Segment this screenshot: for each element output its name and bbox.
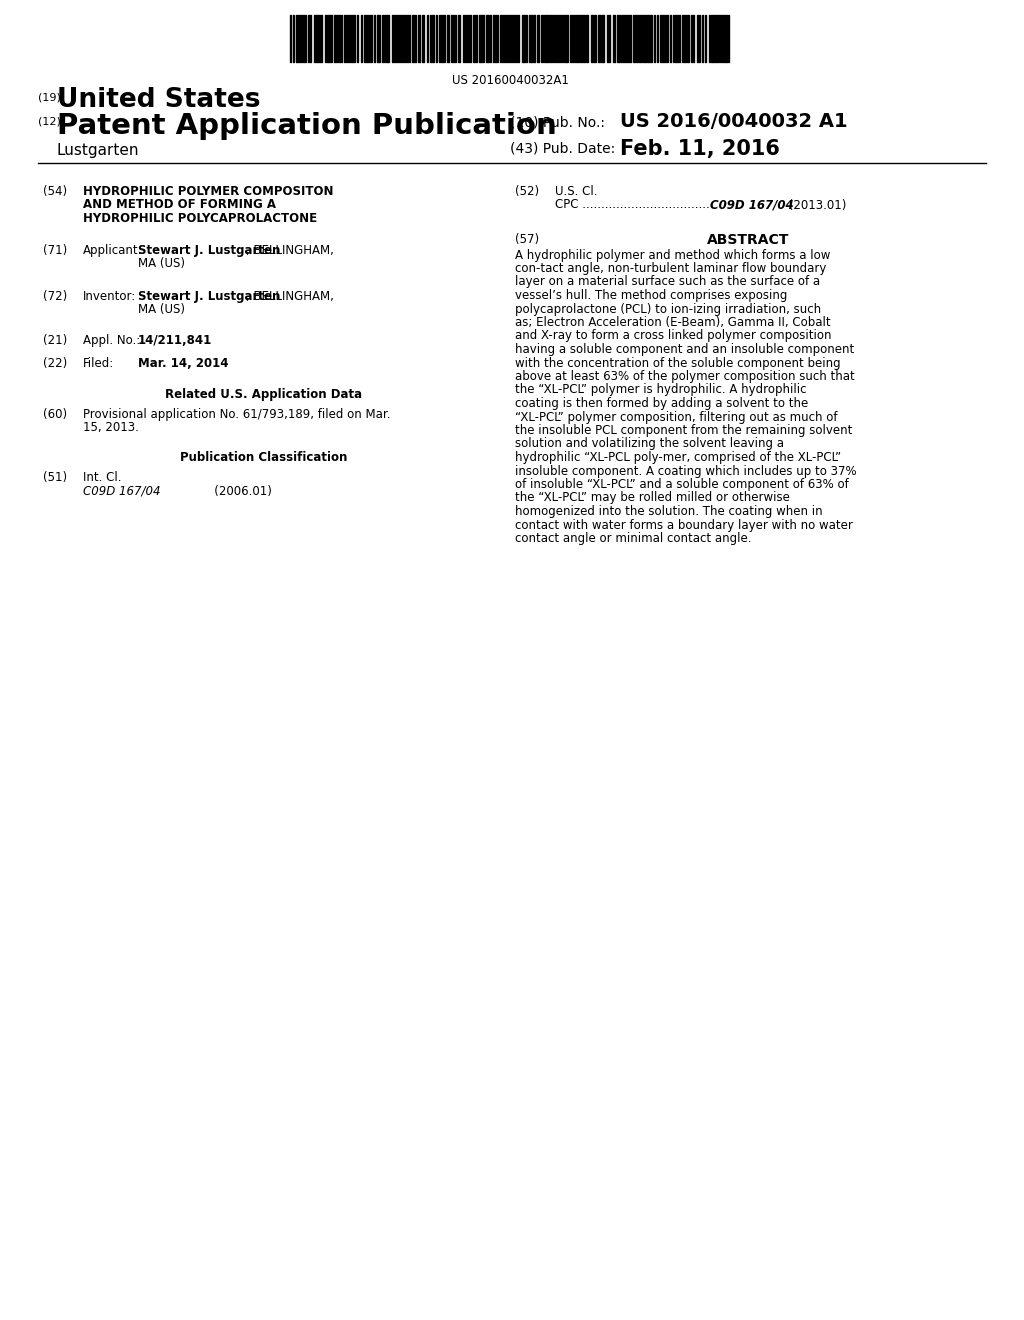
Text: Int. Cl.: Int. Cl. <box>83 471 122 484</box>
Text: Stewart J. Lustgarten: Stewart J. Lustgarten <box>138 290 281 304</box>
Text: and X-ray to form a cross linked polymer composition: and X-ray to form a cross linked polymer… <box>515 330 831 342</box>
Text: ABSTRACT: ABSTRACT <box>707 234 790 247</box>
Text: Patent Application Publication: Patent Application Publication <box>57 112 557 140</box>
Text: of insoluble “XL-PCL” and a soluble component of 63% of: of insoluble “XL-PCL” and a soluble comp… <box>515 478 849 491</box>
Text: MA (US): MA (US) <box>138 257 185 271</box>
Text: (22): (22) <box>43 356 68 370</box>
Text: Stewart J. Lustgarten: Stewart J. Lustgarten <box>138 244 281 257</box>
Text: Filed:: Filed: <box>83 356 115 370</box>
Text: above at least 63% of the polymer composition such that: above at least 63% of the polymer compos… <box>515 370 855 383</box>
Text: (12): (12) <box>38 117 60 127</box>
Text: (60): (60) <box>43 408 68 421</box>
Text: solution and volatilizing the solvent leaving a: solution and volatilizing the solvent le… <box>515 437 784 450</box>
Text: US 20160040032A1: US 20160040032A1 <box>452 74 568 87</box>
Text: 14/211,841: 14/211,841 <box>138 334 212 347</box>
Text: (43) Pub. Date:: (43) Pub. Date: <box>510 143 615 156</box>
Text: (51): (51) <box>43 471 68 484</box>
Text: United States: United States <box>57 87 260 114</box>
Text: (72): (72) <box>43 290 68 304</box>
Text: (2013.01): (2013.01) <box>785 198 847 211</box>
Text: layer on a material surface such as the surface of a: layer on a material surface such as the … <box>515 276 820 289</box>
Text: 15, 2013.: 15, 2013. <box>83 421 139 434</box>
Text: Related U.S. Application Data: Related U.S. Application Data <box>166 388 362 401</box>
Text: HYDROPHILIC POLYCAPROLACTONE: HYDROPHILIC POLYCAPROLACTONE <box>83 213 317 224</box>
Text: Publication Classification: Publication Classification <box>180 451 348 465</box>
Text: (71): (71) <box>43 244 68 257</box>
Text: C09D 167/04: C09D 167/04 <box>710 198 794 211</box>
Text: homogenized into the solution. The coating when in: homogenized into the solution. The coati… <box>515 506 822 517</box>
Text: Applicant:: Applicant: <box>83 244 142 257</box>
Text: vessel’s hull. The method comprises exposing: vessel’s hull. The method comprises expo… <box>515 289 787 302</box>
Text: (54): (54) <box>43 185 68 198</box>
Text: the “XL-PCL” may be rolled milled or otherwise: the “XL-PCL” may be rolled milled or oth… <box>515 491 790 504</box>
Text: hydrophilic “XL-PCL poly-mer, comprised of the XL-PCL”: hydrophilic “XL-PCL poly-mer, comprised … <box>515 451 841 465</box>
Text: insoluble component. A coating which includes up to 37%: insoluble component. A coating which inc… <box>515 465 857 478</box>
Text: with the concentration of the soluble component being: with the concentration of the soluble co… <box>515 356 841 370</box>
Text: C09D 167/04: C09D 167/04 <box>83 484 161 498</box>
Text: Appl. No.:: Appl. No.: <box>83 334 140 347</box>
Text: US 2016/0040032 A1: US 2016/0040032 A1 <box>620 112 848 131</box>
Text: having a soluble component and an insoluble component: having a soluble component and an insolu… <box>515 343 854 356</box>
Text: contact with water forms a boundary layer with no water: contact with water forms a boundary laye… <box>515 519 853 532</box>
Text: contact angle or minimal contact angle.: contact angle or minimal contact angle. <box>515 532 752 545</box>
Text: U.S. Cl.: U.S. Cl. <box>555 185 597 198</box>
Text: Feb. 11, 2016: Feb. 11, 2016 <box>620 139 780 158</box>
Text: the “XL-PCL” polymer is hydrophilic. A hydrophilic: the “XL-PCL” polymer is hydrophilic. A h… <box>515 384 807 396</box>
Text: A hydrophilic polymer and method which forms a low: A hydrophilic polymer and method which f… <box>515 248 830 261</box>
Text: Provisional application No. 61/793,189, filed on Mar.: Provisional application No. 61/793,189, … <box>83 408 390 421</box>
Text: polycaprolactone (PCL) to ion-izing irradiation, such: polycaprolactone (PCL) to ion-izing irra… <box>515 302 821 315</box>
Text: MA (US): MA (US) <box>138 304 185 317</box>
Text: coating is then formed by adding a solvent to the: coating is then formed by adding a solve… <box>515 397 808 411</box>
Text: “XL-PCL” polymer composition, filtering out as much of: “XL-PCL” polymer composition, filtering … <box>515 411 838 424</box>
Text: Mar. 14, 2014: Mar. 14, 2014 <box>138 356 228 370</box>
Text: the insoluble PCL component from the remaining solvent: the insoluble PCL component from the rem… <box>515 424 852 437</box>
Text: (10) Pub. No.:: (10) Pub. No.: <box>510 115 605 129</box>
Text: CPC ..................................: CPC .................................. <box>555 198 710 211</box>
Text: (21): (21) <box>43 334 68 347</box>
Text: (2006.01): (2006.01) <box>173 484 272 498</box>
Text: (19): (19) <box>38 92 60 102</box>
Text: HYDROPHILIC POLYMER COMPOSITON: HYDROPHILIC POLYMER COMPOSITON <box>83 185 334 198</box>
Text: AND METHOD OF FORMING A: AND METHOD OF FORMING A <box>83 198 276 211</box>
Text: Lustgarten: Lustgarten <box>57 143 139 158</box>
Text: (57): (57) <box>515 234 539 246</box>
Text: (52): (52) <box>515 185 539 198</box>
Text: , BELLINGHAM,: , BELLINGHAM, <box>246 244 334 257</box>
Text: , BELLINGHAM,: , BELLINGHAM, <box>246 290 334 304</box>
Text: con-tact angle, non-turbulent laminar flow boundary: con-tact angle, non-turbulent laminar fl… <box>515 261 826 275</box>
Text: Inventor:: Inventor: <box>83 290 136 304</box>
Text: as; Electron Acceleration (E-Beam), Gamma II, Cobalt: as; Electron Acceleration (E-Beam), Gamm… <box>515 315 830 329</box>
